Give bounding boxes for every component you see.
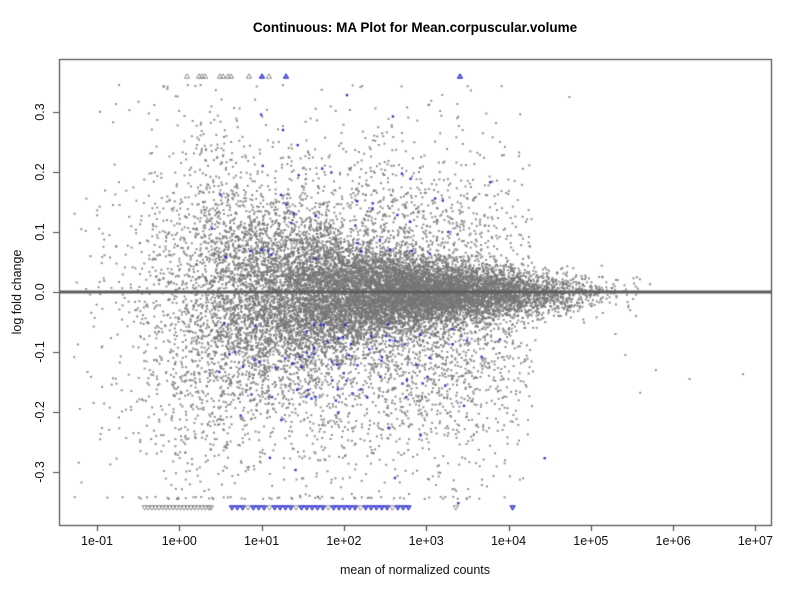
x-tick-label: 1e+00 (161, 534, 197, 548)
x-axis-label: mean of normalized counts (339, 563, 491, 577)
y-tick-label: 0.2 (33, 163, 47, 181)
y-tick-label: 0.3 (33, 103, 47, 121)
x-tick-label: 1e+05 (573, 534, 609, 548)
x-tick-label: 1e+06 (655, 534, 691, 548)
y-tick-label: -0.2 (33, 401, 47, 423)
y-axis-label: log fold change (10, 249, 24, 335)
x-tick-label: 1e+07 (737, 534, 773, 548)
y-tick-label: 0.1 (33, 223, 47, 241)
y-tick-label: -0.1 (33, 341, 47, 363)
x-tick-label: 1e+03 (408, 534, 444, 548)
plot-title: Continuous: MA Plot for Mean.corpuscular… (252, 20, 578, 35)
x-tick-label: 1e-01 (81, 534, 113, 548)
y-tick-label: -0.3 (33, 461, 47, 483)
x-tick-label: 1e+01 (244, 534, 280, 548)
y-tick-label: 0.0 (33, 283, 47, 301)
x-tick-label: 1e+02 (326, 534, 362, 548)
x-tick-label: 1e+04 (490, 534, 527, 548)
